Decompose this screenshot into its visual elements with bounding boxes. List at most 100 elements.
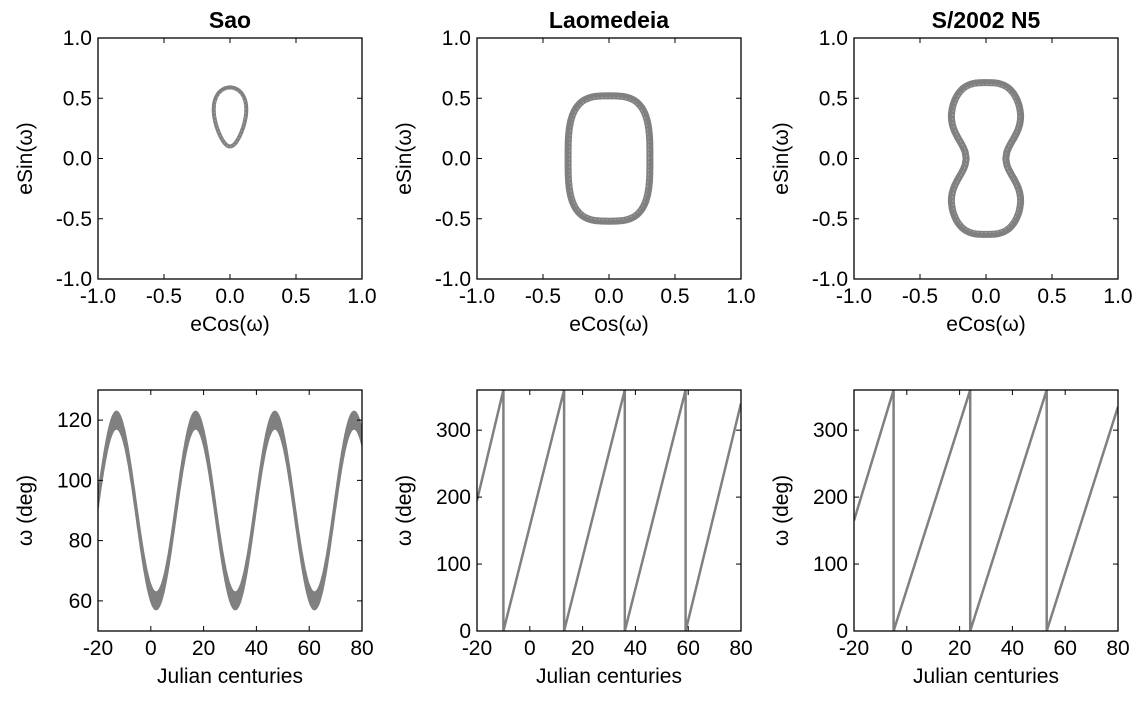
y-tick-label: -1.0 — [812, 268, 848, 291]
axes-box — [476, 37, 742, 280]
orbit-trajectory — [564, 92, 654, 225]
x-tick-label: -0.5 — [525, 285, 561, 308]
y-tick-label: 0.0 — [63, 148, 92, 171]
axes-box — [853, 389, 1119, 632]
y-tick-label: -1.0 — [56, 268, 92, 291]
x-axis-label: Julian centuries — [913, 665, 1059, 688]
y-tick-label: 300 — [813, 419, 848, 442]
y-tick-label: 1.0 — [819, 27, 848, 50]
x-tick-label: 0 — [145, 637, 157, 660]
y-tick-label: 80 — [69, 530, 92, 553]
x-tick-label: 80 — [729, 637, 752, 660]
y-tick-label: 60 — [69, 590, 92, 613]
x-tick-label: -0.5 — [902, 285, 938, 308]
orbit-trajectory-inner — [952, 84, 1020, 233]
x-tick-label: 40 — [624, 637, 647, 660]
axes-box — [476, 389, 742, 632]
axes-box — [97, 37, 363, 280]
data-layer — [564, 92, 654, 225]
x-tick-label: 0.0 — [971, 285, 1000, 308]
x-axis-label: eCos(ω) — [946, 313, 1025, 336]
subplot-title: Laomedeia — [549, 7, 669, 33]
orbit-trajectory-inner — [569, 96, 649, 221]
y-tick-label: 0.5 — [819, 87, 848, 110]
y-tick-label: 100 — [57, 469, 92, 492]
data-layer — [947, 79, 1025, 238]
x-tick-label: 80 — [350, 637, 373, 660]
y-tick-label: 1.0 — [63, 27, 92, 50]
x-tick-label: 60 — [1054, 637, 1077, 660]
y-tick-label: 1.0 — [442, 27, 471, 50]
x-tick-label: 40 — [245, 637, 268, 660]
y-tick-label: 100 — [813, 553, 848, 576]
x-tick-label: -1.0 — [80, 285, 116, 308]
y-tick-label: 300 — [436, 419, 471, 442]
x-tick-label: 1.0 — [726, 285, 755, 308]
y-axis-label: eSin(ω) — [393, 122, 416, 194]
x-tick-label: 0.5 — [281, 285, 310, 308]
axes-box — [853, 37, 1119, 280]
x-tick-label: 1.0 — [347, 285, 376, 308]
omega-series — [854, 390, 1118, 631]
y-tick-label: -0.5 — [812, 208, 848, 231]
y-tick-label: 0 — [459, 620, 471, 643]
x-tick-label: 80 — [1106, 637, 1129, 660]
subplot-1: -1.0 -0.5 0.0 0.5 1.0 -1.0 -0.5 0.0 0.5 1.0 Sao eCo… — [14, 7, 377, 336]
y-tick-label: 200 — [813, 486, 848, 509]
x-tick-label: -20 — [462, 637, 492, 660]
omega-series — [477, 390, 741, 631]
y-axis-label: eSin(ω) — [770, 122, 793, 194]
data-layer — [98, 410, 362, 611]
x-axis-label: Julian centuries — [536, 665, 682, 688]
subplot-3: -1.0 -0.5 0.0 0.5 1.0 -1.0 -0.5 0.0 0.5 1.0 S/2002… — [770, 7, 1133, 336]
y-tick-label: 100 — [436, 553, 471, 576]
y-tick-label: 200 — [436, 486, 471, 509]
y-tick-label: 0.0 — [819, 148, 848, 171]
x-tick-label: 0.5 — [660, 285, 689, 308]
y-tick-label: -0.5 — [56, 208, 92, 231]
x-axis-label: eCos(ω) — [190, 313, 269, 336]
y-tick-label: -0.5 — [435, 208, 471, 231]
x-tick-label: 0.5 — [1037, 285, 1066, 308]
orbit-trajectory-inner — [213, 88, 247, 148]
y-tick-label: 0 — [836, 620, 848, 643]
y-tick-label: 0.5 — [63, 87, 92, 110]
x-tick-label: 60 — [298, 637, 321, 660]
axes-box — [97, 389, 363, 632]
x-tick-label: 0.0 — [594, 285, 623, 308]
data-layer — [211, 85, 249, 149]
y-tick-label: 0.5 — [442, 87, 471, 110]
x-tick-label: -20 — [839, 637, 869, 660]
x-tick-label: 20 — [948, 637, 971, 660]
x-tick-label: 0 — [901, 637, 913, 660]
x-tick-label: -0.5 — [146, 285, 182, 308]
x-tick-label: 20 — [571, 637, 594, 660]
data-layer — [477, 390, 741, 631]
x-tick-label: 0.0 — [215, 285, 244, 308]
x-tick-label: 1.0 — [1103, 285, 1132, 308]
x-tick-label: 20 — [192, 637, 215, 660]
y-tick-label: 0.0 — [442, 148, 471, 171]
x-axis-label: Julian centuries — [157, 665, 303, 688]
y-axis-label: ω (deg) — [14, 475, 37, 546]
x-tick-label: 60 — [677, 637, 700, 660]
x-axis-label: eCos(ω) — [569, 313, 648, 336]
y-tick-label: 120 — [57, 409, 92, 432]
orbit-trajectory — [947, 79, 1025, 238]
y-axis-label: ω (deg) — [393, 475, 416, 546]
subplot-title: Sao — [209, 7, 251, 33]
omega-band — [98, 410, 362, 611]
orbit-trajectory — [211, 85, 249, 149]
x-tick-label: -1.0 — [459, 285, 495, 308]
x-tick-label: 0 — [524, 637, 536, 660]
y-tick-label: -1.0 — [435, 268, 471, 291]
x-tick-label: 40 — [1001, 637, 1024, 660]
y-axis-label: eSin(ω) — [14, 122, 37, 194]
x-tick-label: -1.0 — [836, 285, 872, 308]
subplot-2: -1.0 -0.5 0.0 0.5 1.0 -1.0 -0.5 0.0 0.5 1.0 Laomed… — [393, 7, 756, 336]
x-tick-label: -20 — [83, 637, 113, 660]
